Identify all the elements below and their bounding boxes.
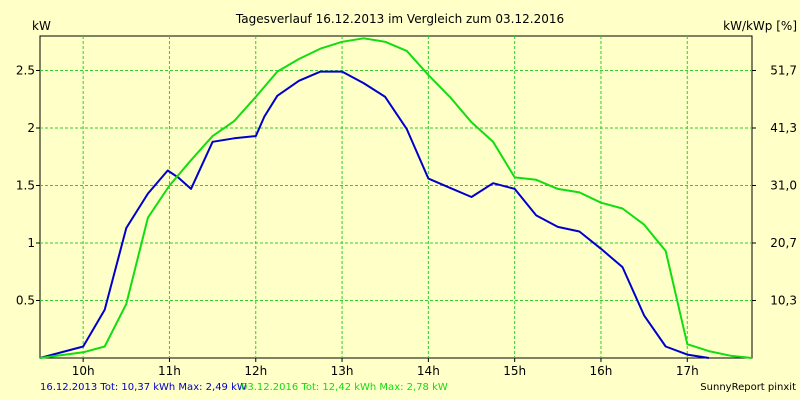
tick-labels: 10h 11h 12h 13h 14h 15h 16h 17h 0.5 1 1.5 2 2.5 10,3 2… bbox=[16, 64, 797, 379]
x-tick-label: 10h bbox=[72, 364, 95, 378]
series-line-1 bbox=[39, 70, 709, 359]
x-tick-label: 17h bbox=[676, 364, 699, 378]
y-tick-label-left: 1.5 bbox=[16, 179, 35, 193]
y-tick-label-right: 10,3 bbox=[770, 294, 797, 308]
series-line-2 bbox=[39, 37, 753, 359]
y-tick-label-left: 2 bbox=[27, 121, 35, 135]
right-axis-unit: kW/kWp [%] bbox=[723, 19, 797, 33]
x-tick-label: 11h bbox=[158, 364, 181, 378]
x-tick-label: 13h bbox=[331, 364, 354, 378]
grid bbox=[36, 36, 756, 362]
credit-text: SunnyReport pinxit bbox=[700, 382, 796, 393]
series1-summary: 16.12.2013 Tot: 10,37 kWh Max: 2,49 kW bbox=[40, 382, 247, 393]
y-tick-label-right: 41,3 bbox=[770, 121, 797, 135]
y-tick-label-right: 31,0 bbox=[770, 179, 797, 193]
series2-summary: 03.12.2016 Tot: 12,42 kWh Max: 2,78 kW bbox=[241, 382, 448, 393]
series-lines bbox=[39, 37, 753, 359]
x-tick-label: 16h bbox=[590, 364, 613, 378]
x-tick-label: 14h bbox=[417, 364, 440, 378]
y-tick-label-left: 0.5 bbox=[16, 294, 35, 308]
y-tick-label-right: 51,7 bbox=[770, 64, 797, 78]
y-tick-label-left: 1 bbox=[27, 236, 35, 250]
plot-area bbox=[39, 35, 753, 359]
y-tick-label-left: 2.5 bbox=[16, 64, 35, 78]
x-tick-label: 12h bbox=[244, 364, 267, 378]
chart-title: Tagesverlauf 16.12.2013 im Vergleich zum… bbox=[235, 12, 564, 26]
left-axis-unit: kW bbox=[32, 19, 51, 33]
y-tick-label-right: 20,7 bbox=[770, 236, 797, 250]
x-tick-label: 15h bbox=[503, 364, 526, 378]
